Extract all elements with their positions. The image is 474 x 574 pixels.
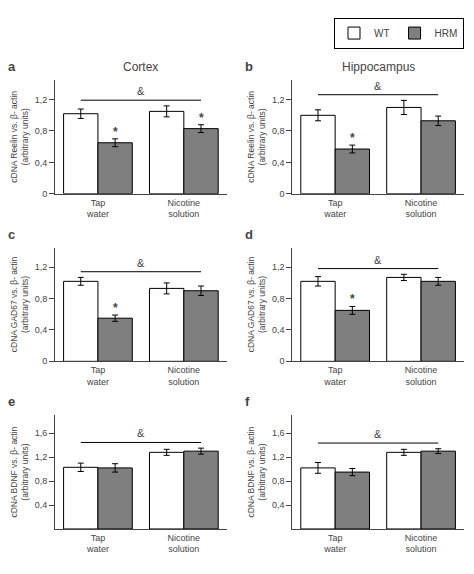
svg-text:0,4: 0,4 — [272, 500, 285, 510]
svg-text:cDNA BDNF vs. β- actin(arbitra: cDNA BDNF vs. β- actin(arbitrary units) — [246, 426, 267, 517]
svg-text:Tapwater: Tapwater — [86, 533, 109, 555]
svg-text:Hippocampus: Hippocampus — [342, 60, 415, 74]
svg-text:0,8: 0,8 — [272, 126, 285, 136]
svg-text:&: & — [374, 254, 382, 266]
svg-text:&: & — [374, 80, 382, 92]
svg-text:0,8: 0,8 — [35, 294, 48, 304]
svg-text:0: 0 — [279, 189, 284, 199]
svg-text:&: & — [374, 428, 382, 440]
svg-text:*: * — [350, 292, 355, 306]
svg-text:Tapwater: Tapwater — [86, 198, 109, 220]
svg-text:Tapwater: Tapwater — [323, 198, 346, 220]
svg-text:1,2: 1,2 — [35, 452, 48, 462]
svg-text:*: * — [113, 125, 118, 139]
svg-text:HRM: HRM — [435, 28, 458, 39]
svg-text:Nicotinesolution: Nicotinesolution — [168, 533, 201, 555]
svg-text:0,8: 0,8 — [35, 476, 48, 486]
svg-text:Nicotinesolution: Nicotinesolution — [168, 365, 201, 387]
svg-text:cDNA GAD67 vs. β- actin(arbitr: cDNA GAD67 vs. β- actin(arbitrary units) — [246, 256, 267, 352]
svg-text:0,4: 0,4 — [35, 325, 48, 335]
svg-text:b: b — [245, 59, 253, 74]
svg-text:0,8: 0,8 — [35, 126, 48, 136]
svg-text:Cortex: Cortex — [123, 60, 158, 74]
svg-text:0: 0 — [42, 356, 47, 366]
svg-text:1,2: 1,2 — [272, 95, 285, 105]
svg-text:Nicotinesolution: Nicotinesolution — [405, 533, 438, 555]
svg-text:*: * — [113, 301, 118, 315]
svg-text:0: 0 — [279, 356, 284, 366]
svg-text:cDNA Reelin vs. β- actin(arbit: cDNA Reelin vs. β- actin(arbitrary units… — [246, 91, 267, 183]
svg-text:0,8: 0,8 — [272, 476, 285, 486]
svg-text:c: c — [8, 227, 15, 242]
svg-text:cDNA GAD67 vs. β- actin(arbitr: cDNA GAD67 vs. β- actin(arbitrary units) — [9, 256, 30, 352]
svg-text:&: & — [137, 427, 145, 439]
svg-text:1,2: 1,2 — [35, 95, 48, 105]
svg-text:a: a — [8, 59, 16, 74]
svg-text:0,4: 0,4 — [35, 500, 48, 510]
svg-text:Nicotinesolution: Nicotinesolution — [168, 198, 201, 220]
svg-text:0: 0 — [42, 189, 47, 199]
svg-text:0,8: 0,8 — [272, 294, 285, 304]
svg-text:1,6: 1,6 — [35, 428, 48, 438]
svg-text:*: * — [199, 111, 204, 125]
svg-text:0,4: 0,4 — [272, 325, 285, 335]
svg-text:f: f — [245, 394, 250, 409]
svg-text:cDNA Reelin vs. β- actin(arbit: cDNA Reelin vs. β- actin(arbitrary units… — [9, 91, 30, 183]
svg-text:Tapwater: Tapwater — [323, 533, 346, 555]
svg-text:cDNA BDNF vs. β- actin(arbitra: cDNA BDNF vs. β- actin(arbitrary units) — [9, 426, 30, 517]
svg-text:1,2: 1,2 — [35, 262, 48, 272]
svg-text:*: * — [350, 131, 355, 145]
svg-text:Tapwater: Tapwater — [86, 365, 109, 387]
svg-text:&: & — [137, 257, 145, 269]
svg-text:1,2: 1,2 — [272, 262, 285, 272]
svg-text:&: & — [137, 85, 145, 97]
svg-text:Nicotinesolution: Nicotinesolution — [405, 198, 438, 220]
svg-text:0,4: 0,4 — [35, 158, 48, 168]
svg-text:0,4: 0,4 — [272, 158, 285, 168]
svg-text:WT: WT — [374, 28, 390, 39]
svg-text:1,6: 1,6 — [272, 428, 285, 438]
svg-text:e: e — [8, 394, 15, 409]
svg-text:d: d — [245, 227, 253, 242]
svg-text:1,2: 1,2 — [272, 452, 285, 462]
svg-text:Tapwater: Tapwater — [323, 365, 346, 387]
svg-text:Nicotinesolution: Nicotinesolution — [405, 365, 438, 387]
